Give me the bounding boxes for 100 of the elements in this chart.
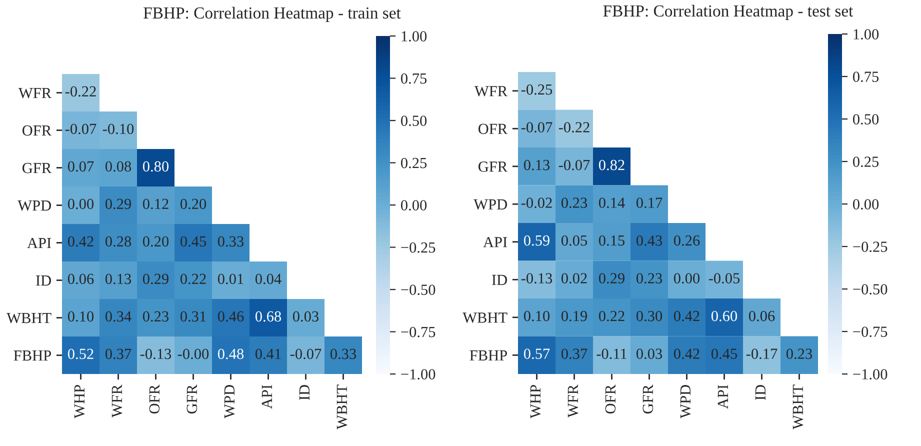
data-label: -0.11 <box>596 348 626 360</box>
data-label: 0.48 <box>218 348 244 360</box>
data-label: 0.33 <box>218 236 244 247</box>
data-label: 0.05 <box>561 235 588 246</box>
data-label: -0.22 <box>558 122 590 133</box>
data-label: 0.23 <box>142 311 169 322</box>
y-tick-label: API <box>27 238 52 248</box>
data-label: 0.06 <box>68 274 94 284</box>
x-tick-label: ID <box>755 385 766 400</box>
data-label: 0.03 <box>292 311 319 322</box>
color-bar-label: −0.75 <box>401 326 436 338</box>
data-label: 0.01 <box>218 274 244 284</box>
y-tick-label: WPD <box>474 199 507 210</box>
data-label: 0.00 <box>68 198 94 210</box>
data-label: 0.34 <box>105 311 132 322</box>
data-label: -0.02 <box>521 198 552 208</box>
data-label: 0.22 <box>598 310 624 322</box>
color-bar-label: 0.00 <box>401 200 427 211</box>
x-tick-label: WFR <box>568 384 578 418</box>
data-label: 0.52 <box>68 348 94 360</box>
x-tick-label: WPD <box>224 385 235 418</box>
y-tick-label: WBHT <box>6 313 52 324</box>
color-bar-label: −0.25 <box>853 242 888 252</box>
data-label: -0.22 <box>65 86 96 97</box>
data-label: 0.23 <box>636 273 662 284</box>
y-tick-label: WPD <box>18 200 51 211</box>
data-label: 0.42 <box>68 236 94 247</box>
data-label: 0.31 <box>180 311 206 322</box>
data-label: 0.37 <box>561 348 588 360</box>
x-tick-label: GFR <box>642 384 654 414</box>
y-tick-label: FBHP <box>14 350 51 361</box>
data-label: 0.80 <box>142 161 169 172</box>
data-label: 0.06 <box>748 310 775 322</box>
data-label: -0.17 <box>746 348 778 360</box>
y-tick-label: OFR <box>478 124 508 134</box>
data-label: 0.00 <box>674 273 700 284</box>
data-label: 0.29 <box>598 273 624 284</box>
data-label: -0.07 <box>65 124 96 134</box>
y-tick-label: ID <box>36 276 51 286</box>
data-label: 0.15 <box>598 235 625 246</box>
data-label: 0.29 <box>142 274 168 284</box>
x-tick-label: GFR <box>186 384 198 414</box>
color-bar-label: −0.25 <box>401 242 436 253</box>
data-label: 0.41 <box>255 348 281 360</box>
data-label: 0.07 <box>68 161 94 172</box>
color-bar-label: 1.00 <box>854 29 879 40</box>
y-tick-label: GFR <box>22 162 52 174</box>
data-label: 0.20 <box>180 198 206 210</box>
data-label: 0.14 <box>598 198 625 208</box>
data-label: -0.10 <box>102 124 134 134</box>
data-label: 0.29 <box>105 198 131 210</box>
color-bar-label: 0.75 <box>853 72 879 82</box>
color-bar-label: −0.50 <box>401 284 436 296</box>
color-bar-label: −0.75 <box>853 326 888 338</box>
data-label: 0.17 <box>636 198 662 208</box>
data-label: 0.02 <box>561 273 587 284</box>
data-label: 0.60 <box>711 310 738 322</box>
data-label: 0.10 <box>524 310 550 322</box>
y-tick-label: GFR <box>478 162 508 172</box>
color-bar-label: −1.00 <box>401 369 436 380</box>
y-tick-label: OFR <box>22 125 52 136</box>
y-tick-label: WFR <box>474 86 508 96</box>
data-label: 0.42 <box>674 348 700 360</box>
data-label: 0.23 <box>561 198 588 208</box>
data-label: 0.13 <box>105 274 132 284</box>
y-tick-label: ID <box>492 274 507 285</box>
x-tick-label: WHP <box>530 385 541 418</box>
data-label: 0.13 <box>524 160 550 170</box>
data-label: 0.59 <box>524 235 550 246</box>
x-tick-label: WBHT <box>336 384 348 430</box>
data-label: 0.30 <box>636 310 662 322</box>
chart-title: FBHP: Correlation Heatmap - train set <box>144 6 401 22</box>
data-label: 0.68 <box>255 311 282 322</box>
data-label: -0.13 <box>521 273 552 284</box>
data-label: -0.05 <box>708 273 740 284</box>
data-label: 0.23 <box>786 348 812 360</box>
x-tick-label: API <box>262 384 272 409</box>
color-bar-label: −0.50 <box>853 284 888 295</box>
color-bar-label: 0.75 <box>401 73 427 84</box>
x-tick-label: WHP <box>74 385 85 418</box>
data-label: 0.10 <box>68 311 94 322</box>
data-label: 0.42 <box>674 310 700 322</box>
data-label: 0.22 <box>180 274 206 284</box>
x-tick-label: API <box>718 384 728 409</box>
data-label: 0.45 <box>180 236 206 247</box>
chart-title: FBHP: Correlation Heatmap - test set <box>603 4 854 20</box>
data-label: 0.33 <box>330 348 356 360</box>
color-bar-label: 0.50 <box>853 114 879 125</box>
data-label: 0.82 <box>598 160 624 170</box>
data-label: 0.37 <box>105 348 132 360</box>
data-label: 0.45 <box>711 348 738 360</box>
color-bar-label: 0.50 <box>401 116 427 126</box>
color-bar-label: 0.00 <box>853 199 879 210</box>
color-bar-label: −1.00 <box>853 369 888 380</box>
data-label: 0.03 <box>636 348 662 360</box>
x-tick-label: WFR <box>112 384 122 418</box>
y-tick-label: WFR <box>18 88 52 98</box>
data-label: 0.12 <box>142 198 168 210</box>
color-bar-label: 0.25 <box>853 156 879 168</box>
data-label: -0.07 <box>521 122 552 133</box>
